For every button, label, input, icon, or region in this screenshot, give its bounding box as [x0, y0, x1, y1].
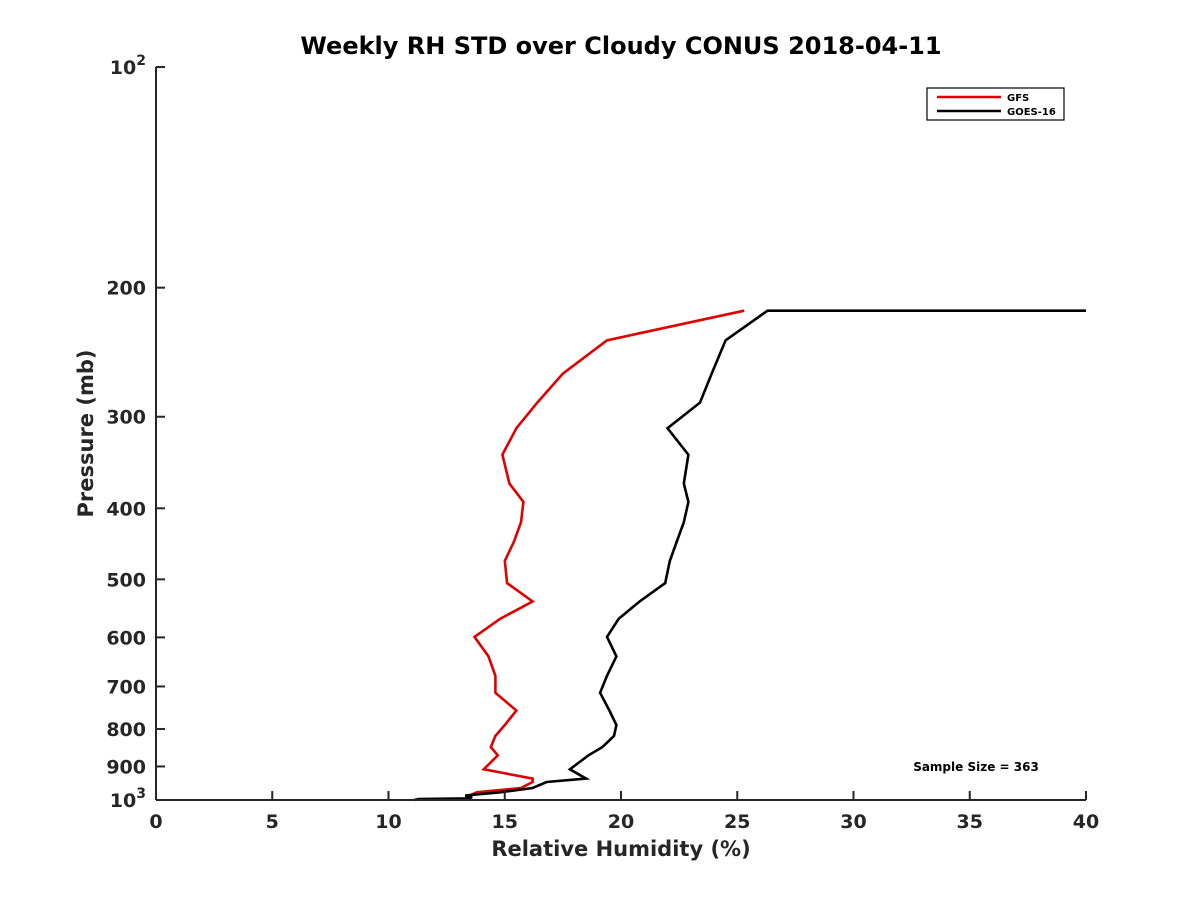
y-tick-label: 102 — [110, 53, 146, 79]
sample-size-annotation: Sample Size = 363 — [913, 760, 1039, 774]
legend-box — [926, 87, 1065, 121]
chart-title: Weekly RH STD over Cloudy CONUS 2018-04-… — [300, 32, 941, 60]
y-axis-label: Pressure (mb) — [74, 350, 98, 518]
legend-label: GOES-16 — [1007, 107, 1056, 118]
x-tick-label: 15 — [492, 811, 518, 833]
ticks-layer: 0 5 10 15 20 25 30 35 40 102 200 300 400 500 600 700 800… — [106, 53, 1099, 833]
x-tick-label: 20 — [608, 811, 634, 833]
y-tick-label: 600 — [106, 627, 146, 649]
y-tick-label: 200 — [106, 278, 146, 300]
series-line-goes-16 — [413, 309, 1086, 802]
legend-label: GFS — [1007, 93, 1029, 104]
y-tick-label: 700 — [106, 676, 146, 698]
x-tick-label: 35 — [957, 811, 983, 833]
legend: GFS GOES-16 — [926, 87, 1065, 121]
x-tick-label: 0 — [149, 811, 162, 833]
series-line-gfs — [468, 309, 745, 799]
y-tick-label: 900 — [106, 756, 146, 778]
x-tick-label: 30 — [840, 811, 866, 833]
y-tick-label: 300 — [106, 407, 146, 429]
x-tick-label: 40 — [1073, 811, 1099, 833]
y-tick-label: 800 — [106, 719, 146, 741]
plot-area — [156, 67, 1086, 800]
x-tick-label: 25 — [724, 811, 750, 833]
x-axis-label: Relative Humidity (%) — [491, 837, 750, 861]
x-tick-label: 5 — [266, 811, 279, 833]
y-tick-label: 400 — [106, 498, 146, 520]
x-tick-label: 10 — [375, 811, 401, 833]
y-tick-label: 103 — [110, 786, 146, 812]
y-tick-label: 500 — [106, 569, 146, 591]
series-layer — [413, 309, 1086, 802]
